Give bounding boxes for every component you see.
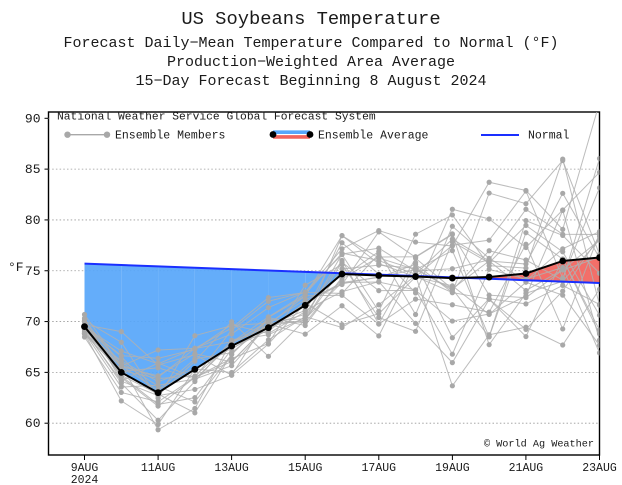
svg-text:70: 70 — [25, 315, 41, 330]
svg-text:75: 75 — [25, 264, 41, 279]
svg-text:90: 90 — [25, 111, 41, 126]
svg-text:80: 80 — [25, 213, 41, 228]
svg-text:2024: 2024 — [71, 474, 99, 485]
svg-text:17AUG: 17AUG — [362, 462, 397, 475]
svg-text:19AUG: 19AUG — [435, 462, 470, 475]
svg-text:85: 85 — [25, 162, 41, 177]
svg-text:°F: °F — [8, 260, 24, 275]
svg-text:21AUG: 21AUG — [509, 462, 544, 475]
svg-text:15AUG: 15AUG — [288, 462, 323, 475]
svg-text:11AUG: 11AUG — [141, 462, 176, 475]
svg-text:23AUG: 23AUG — [582, 462, 617, 475]
svg-text:Normal: Normal — [528, 130, 570, 143]
svg-text:National Weather Service Globa: National Weather Service Global Forecast… — [57, 112, 376, 124]
svg-text:Ensemble Average: Ensemble Average — [318, 130, 429, 143]
svg-text:13AUG: 13AUG — [214, 462, 249, 475]
svg-text:65: 65 — [25, 365, 41, 380]
svg-text:Ensemble Members: Ensemble Members — [115, 130, 225, 143]
svg-text:© World Ag Weather: © World Ag Weather — [484, 439, 594, 451]
svg-text:60: 60 — [25, 416, 41, 431]
